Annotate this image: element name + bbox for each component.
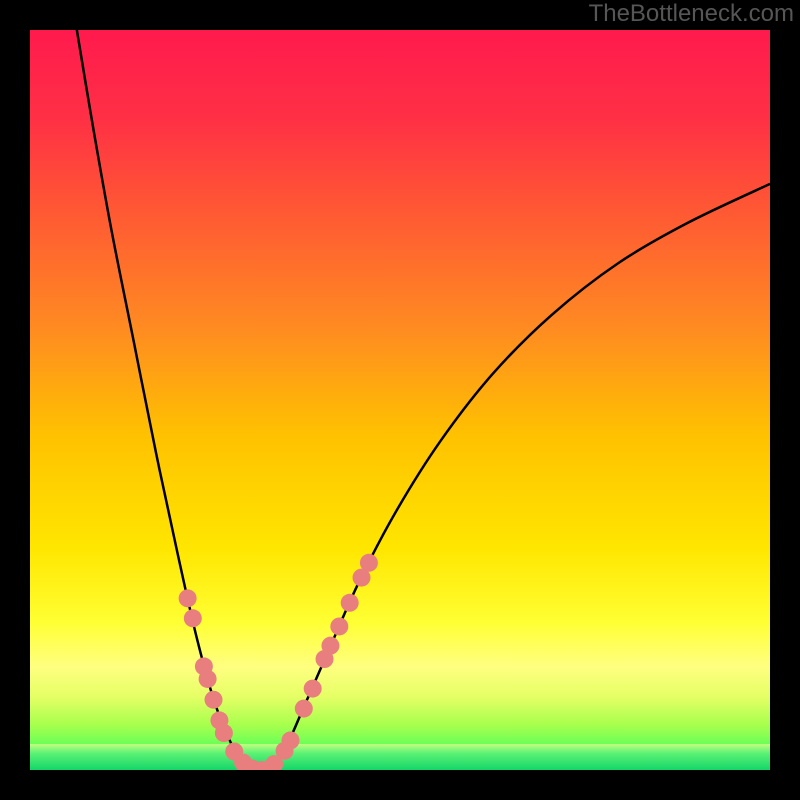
data-marker	[184, 609, 202, 627]
data-marker	[321, 637, 339, 655]
data-marker	[360, 554, 378, 572]
curve-left	[74, 30, 252, 770]
watermark-text: TheBottleneck.com	[589, 0, 794, 28]
data-marker	[304, 680, 322, 698]
data-marker	[179, 589, 197, 607]
figure-root: TheBottleneck.com	[0, 0, 800, 800]
data-marker	[199, 670, 217, 688]
plot-area	[30, 30, 770, 770]
data-marker	[341, 594, 359, 612]
data-marker	[330, 617, 348, 635]
data-marker	[205, 691, 223, 709]
curve-layer	[30, 30, 770, 770]
data-marker	[295, 700, 313, 718]
data-marker	[215, 724, 233, 742]
marker-group	[179, 554, 378, 770]
curve-right	[267, 184, 770, 770]
data-marker	[281, 731, 299, 749]
